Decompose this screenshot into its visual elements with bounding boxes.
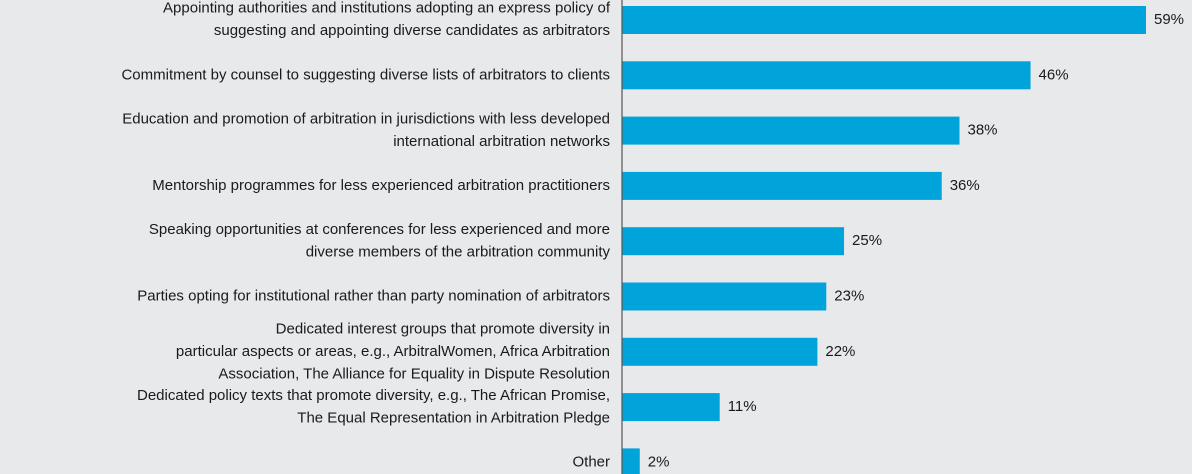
bar [622, 61, 1031, 90]
value-label: 2% [648, 453, 670, 470]
bar [622, 282, 827, 311]
bar [622, 393, 720, 422]
value-label: 11% [728, 398, 757, 415]
value-label: 46% [1039, 66, 1069, 83]
value-label: 23% [834, 287, 864, 304]
value-label: 22% [825, 343, 855, 360]
category-label: Speaking opportunities at conferences fo… [149, 221, 610, 238]
bar [622, 448, 640, 474]
category-label: Mentorship programmes for less experienc… [152, 177, 610, 194]
value-label: 59% [1154, 11, 1184, 28]
bar [622, 171, 942, 200]
category-label: Association, The Alliance for Equality i… [218, 365, 610, 382]
bar [622, 337, 818, 366]
value-label: 36% [950, 177, 980, 194]
category-label: suggesting and appointing diverse candid… [214, 22, 610, 39]
bar [622, 227, 845, 256]
category-label: Appointing authorities and institutions … [163, 0, 611, 17]
value-label: 38% [967, 122, 997, 139]
bar [622, 6, 1146, 34]
category-label: diverse members of the arbitration commu… [306, 243, 611, 260]
category-label: Dedicated policy texts that promote dive… [137, 387, 610, 404]
category-label: Education and promotion of arbitration i… [122, 110, 610, 127]
category-label: Other [572, 453, 610, 470]
category-label: international arbitration networks [393, 133, 610, 150]
category-label: Commitment by counsel to suggesting dive… [121, 66, 610, 83]
category-label: The Equal Representation in Arbitration … [297, 409, 610, 426]
bar [622, 116, 960, 145]
category-label: Dedicated interest groups that promote d… [276, 320, 610, 337]
category-label: Parties opting for institutional rather … [137, 287, 610, 304]
value-label: 25% [852, 232, 882, 249]
category-label: particular aspects or areas, e.g., Arbit… [176, 343, 610, 360]
